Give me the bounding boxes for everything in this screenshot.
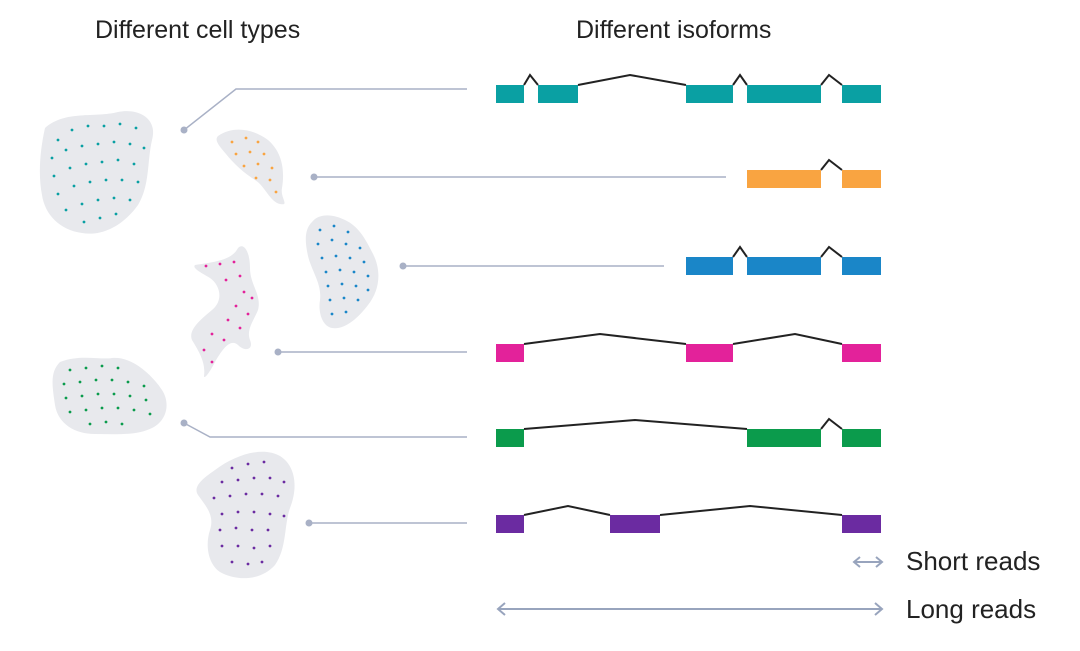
green-cell [52, 357, 167, 435]
exon [747, 85, 821, 103]
isoform-purple [496, 504, 881, 533]
green-dots [62, 364, 152, 426]
exon [842, 344, 881, 362]
exon [842, 257, 881, 275]
isoform-green [496, 417, 881, 447]
blue-dots [316, 224, 370, 316]
cell-types-heading: Different cell types [95, 16, 301, 44]
exon [686, 85, 733, 103]
short-reads-arrow [852, 556, 884, 568]
isoform-teal [496, 73, 881, 103]
magenta-dots [202, 260, 254, 364]
exon [496, 344, 524, 362]
exon [842, 170, 881, 188]
long-reads-label: Long reads [906, 594, 1037, 624]
purple-dots [212, 460, 286, 566]
blue-cell [305, 215, 379, 329]
isoforms-heading: Different isoforms [576, 16, 772, 44]
long-reads-arrow [496, 602, 884, 616]
exon [686, 344, 733, 362]
exon [496, 85, 524, 103]
teal-dots [50, 122, 146, 224]
exon [842, 429, 881, 447]
orange-cell [216, 129, 285, 205]
teal-connector [183, 88, 467, 131]
exon [747, 257, 821, 275]
short-reads-label: Short reads [906, 546, 1041, 576]
exon [538, 85, 578, 103]
teal-cell [39, 111, 154, 234]
exon [496, 515, 524, 533]
exon [686, 257, 733, 275]
exon [842, 515, 881, 533]
exon [747, 429, 821, 447]
exon [610, 515, 660, 533]
isoform-blue [686, 245, 881, 275]
exon [747, 170, 821, 188]
exon [496, 429, 524, 447]
isoform-magenta [496, 332, 881, 362]
orange-dots [230, 136, 278, 194]
purple-cell [196, 451, 295, 579]
isoform-orange [747, 158, 881, 188]
exon [842, 85, 881, 103]
magenta-cell [191, 246, 259, 378]
connector-dots [180, 126, 407, 527]
connectors [183, 88, 726, 524]
green-connector [183, 422, 467, 438]
